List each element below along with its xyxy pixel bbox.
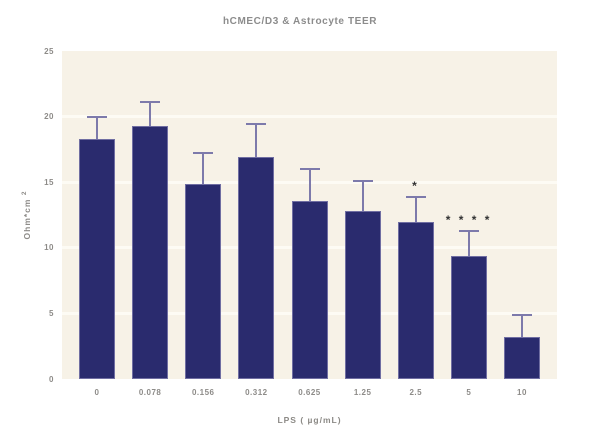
error-bar-stem-0 bbox=[96, 116, 98, 139]
y-tick-label-5: 5 bbox=[49, 308, 54, 318]
error-bar-cap-0.156 bbox=[193, 152, 214, 155]
error-bar-stem-2.5 bbox=[414, 196, 417, 222]
y-tick-label-15: 15 bbox=[44, 177, 54, 187]
x-tick-label-0.625: 0.625 bbox=[298, 388, 321, 397]
plot-area: * * * * * bbox=[62, 51, 557, 379]
error-bar-stem-5 bbox=[467, 230, 470, 256]
x-tick-label-0.156: 0.156 bbox=[191, 388, 215, 397]
bar-5 bbox=[450, 255, 487, 379]
x-tick-label-0: 0 bbox=[94, 388, 100, 397]
error-bar-stem-0.625 bbox=[308, 169, 311, 201]
bar-0.156 bbox=[185, 183, 222, 379]
x-tick-label-1.25: 1.25 bbox=[353, 388, 372, 397]
x-tick-label-5: 5 bbox=[466, 388, 472, 397]
y-axis-label-text: Ohm*cm bbox=[21, 198, 32, 240]
bar-1.25 bbox=[344, 211, 381, 379]
error-bar-cap-0.078 bbox=[140, 101, 161, 104]
x-axis-title: LPS ( µg/mL) bbox=[277, 415, 342, 425]
bar-0.312 bbox=[238, 157, 275, 379]
x-tick-label-0.078: 0.078 bbox=[138, 388, 162, 397]
y-tick-label-0: 0 bbox=[49, 374, 54, 384]
x-tick-label-0.312: 0.312 bbox=[245, 388, 268, 397]
y-tick-label-10: 10 bbox=[44, 243, 54, 253]
bar-0 bbox=[79, 138, 115, 379]
y-axis-label: Ohm*cm 2 bbox=[21, 135, 35, 295]
error-bar-cap-10 bbox=[512, 313, 532, 316]
bar-0.625 bbox=[291, 200, 328, 379]
error-bar-cap-0.312 bbox=[246, 123, 267, 126]
y-tick-label-25: 25 bbox=[44, 46, 54, 56]
chart-title: hCMEC/D3 & Astrocyte TEER bbox=[222, 16, 378, 27]
y-axis-label-superscript: 2 bbox=[21, 190, 28, 196]
x-tick-label-10: 10 bbox=[517, 388, 527, 397]
error-bar-stem-0.078 bbox=[149, 102, 152, 126]
error-bar-cap-0 bbox=[87, 115, 107, 118]
bar-0.078 bbox=[132, 125, 169, 379]
error-bar-stem-0.312 bbox=[255, 124, 258, 158]
error-bar-stem-0.156 bbox=[202, 153, 205, 184]
error-bar-cap-2.5 bbox=[405, 195, 426, 198]
y-tick-label-20: 20 bbox=[44, 112, 54, 122]
error-bar-cap-5 bbox=[458, 229, 479, 232]
error-bar-stem-10 bbox=[521, 314, 523, 337]
bar-2.5 bbox=[397, 221, 434, 379]
bar-10 bbox=[504, 337, 540, 379]
error-bar-cap-0.625 bbox=[299, 168, 320, 171]
gridline-20 bbox=[62, 115, 557, 119]
significance-annotation-2.5: * bbox=[412, 178, 420, 193]
error-bar-cap-1.25 bbox=[352, 179, 373, 182]
x-tick-label-2.5: 2.5 bbox=[409, 388, 423, 397]
error-bar-stem-1.25 bbox=[361, 180, 364, 212]
significance-annotation-5: * * * * bbox=[445, 212, 492, 227]
